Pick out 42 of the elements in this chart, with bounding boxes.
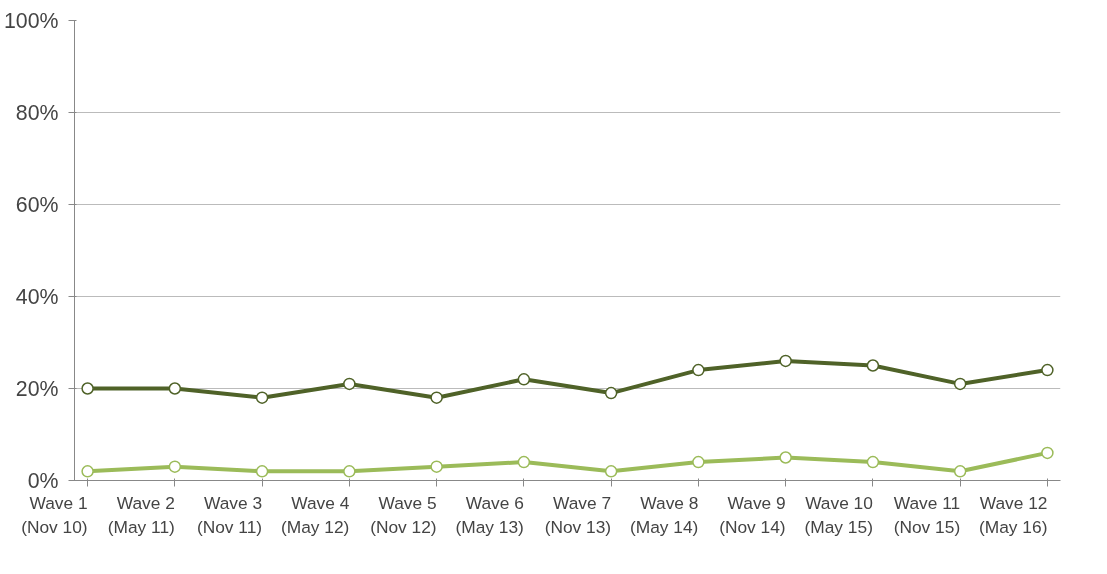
x-tick-label: Wave 8 (May 14): [630, 492, 699, 537]
point: [517, 455, 531, 469]
point: [779, 354, 792, 368]
x-tick-label: Wave 11 (Nov 15): [893, 492, 961, 537]
point: [343, 465, 356, 478]
point: [517, 373, 531, 386]
x-tick-label: Wave 2 (May 11): [107, 492, 175, 537]
y-tick-label: 0%: [27, 468, 59, 493]
y-tick-label: 60%: [15, 192, 59, 217]
x-tick-label: Wave 12 (May 16): [979, 492, 1048, 537]
x-tick-label: Wave 10 (May 15): [804, 492, 873, 537]
y-tick-label: 80%: [15, 100, 59, 125]
x-tick-label: Wave 7 (Nov 13): [544, 492, 612, 537]
point: [430, 391, 443, 404]
x-tick-label: Wave 9 (Nov 14): [719, 492, 786, 537]
x-tick-label: Wave 1 (Nov 10): [21, 492, 88, 537]
x-tick-label: Wave 5 (Nov 12): [370, 492, 437, 537]
y-tick-label: 100%: [3, 8, 59, 33]
point: [81, 465, 94, 478]
point: [604, 386, 618, 400]
point: [953, 465, 967, 478]
point: [692, 363, 705, 377]
point: [866, 455, 880, 469]
point: [1041, 363, 1054, 377]
point: [343, 377, 356, 391]
point: [692, 455, 705, 469]
point: [1041, 446, 1054, 460]
y-tick-label: 20%: [15, 376, 59, 401]
x-tick-label: Wave 6 (May 13): [455, 492, 524, 537]
point: [255, 465, 269, 478]
point: [430, 460, 443, 473]
point: [604, 465, 618, 478]
point: [953, 377, 967, 391]
point: [168, 460, 182, 473]
point: [779, 451, 792, 464]
x-tick-label: Wave 4 (May 12): [280, 492, 350, 537]
point: [255, 391, 269, 404]
point: [81, 382, 94, 395]
point: [866, 359, 880, 372]
y-tick-label: 40%: [15, 284, 59, 309]
x-tick-label: Wave 3 (Nov 11): [196, 492, 263, 537]
point: [168, 382, 182, 395]
